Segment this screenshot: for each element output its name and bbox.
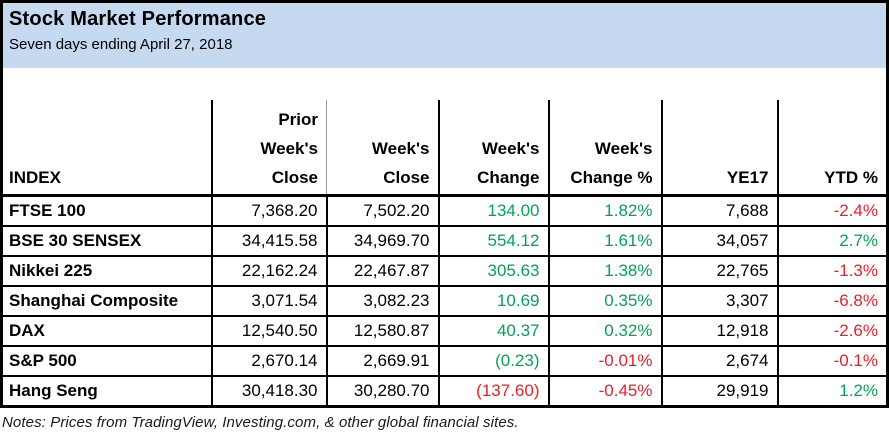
column-header-row: INDEX Prior Week's Close Week's Close Week's Ch… [1, 100, 888, 197]
table-cell-weeks-change-pct: 0.32% [547, 315, 663, 347]
table-cell-prior-weeks-close: 2,670.14 [210, 345, 328, 377]
page-title: Stock Market Performance [9, 8, 267, 30]
table-cell-weeks-change: (0.23) [437, 345, 550, 377]
column-header-label: Close [271, 168, 318, 187]
table-cell-weeks-close: 3,082.23 [326, 285, 440, 317]
column-header-label: INDEX [9, 168, 61, 187]
column-header-label: YTD % [824, 168, 879, 187]
column-header-weeks-change-pct: Week's Change % [547, 100, 662, 197]
table-cell-prior-weeks-close: 34,415.58 [210, 225, 328, 257]
table-cell-weeks-close: 12,580.87 [326, 315, 440, 347]
index-name-cell: Shanghai Composite [0, 285, 213, 317]
table-cell-weeks-change: 40.37 [437, 315, 550, 347]
table-cell-ye17: 34,057 [660, 225, 779, 257]
table-cell-weeks-change: 554.12 [437, 225, 550, 257]
index-name-cell: FTSE 100 [0, 194, 213, 227]
table-cell-prior-weeks-close: 22,162.24 [210, 255, 328, 287]
spacer-cell [2, 68, 888, 100]
table-cell-weeks-change-pct: 0.35% [547, 285, 663, 317]
table-cell-prior-weeks-close: 30,418.30 [210, 375, 328, 408]
table-cell-prior-weeks-close: 12,540.50 [210, 315, 328, 347]
table-cell-ye17: 7,688 [660, 194, 779, 227]
column-header-label: YE17 [726, 168, 769, 187]
table-cell-ytd-pct: 2.7% [776, 225, 889, 257]
table-cell-weeks-change-pct: 1.61% [547, 225, 663, 257]
table-row: Hang Seng 30,418.30 30,280.70 (137.60) -0.45… [0, 375, 889, 408]
index-name-cell: BSE 30 SENSEX [0, 225, 213, 257]
index-name-cell: Hang Seng [0, 375, 213, 408]
column-header-label: Change % [570, 168, 653, 187]
column-header-label: Close [383, 168, 430, 187]
column-header-ytd-pct: YTD % [776, 100, 888, 197]
column-header-ye17: YE17 [660, 100, 778, 197]
column-header-weeks-change: Week's Change [437, 100, 549, 197]
column-header-index: INDEX [1, 100, 212, 197]
table-cell-ytd-pct: -1.3% [776, 255, 889, 287]
table-cell-weeks-change-pct: -0.45% [547, 375, 663, 408]
table-cell-weeks-close: 7,502.20 [326, 194, 440, 227]
spacer-row [2, 68, 888, 100]
table-cell-weeks-change: 305.63 [437, 255, 550, 287]
footnote: Notes: Prices from TradingView, Investin… [2, 414, 519, 431]
table-cell-weeks-change: (137.60) [437, 375, 550, 408]
table-cell-ye17: 29,919 [660, 375, 779, 408]
table-cell-weeks-change-pct: 1.38% [547, 255, 663, 287]
table-cell-ye17: 22,765 [660, 255, 779, 287]
index-name-cell: DAX [0, 315, 213, 347]
stock-performance-table: Stock Market Performance Seven days endi… [0, 0, 889, 408]
table-cell-ye17: 3,307 [660, 285, 779, 317]
column-header-label: Week's [594, 139, 653, 158]
title-block: Stock Market Performance Seven days endi… [1, 1, 888, 68]
column-header-label: Prior [278, 110, 318, 129]
page-subtitle: Seven days ending April 27, 2018 [9, 36, 233, 53]
table-row: S&P 500 2,670.14 2,669.91 (0.23) -0.01% 2,674… [0, 345, 889, 377]
column-header-label: Week's [260, 139, 318, 158]
index-name-cell: S&P 500 [0, 345, 213, 377]
table-row: Nikkei 225 22,162.24 22,467.87 305.63 1.38% 2… [0, 255, 889, 287]
column-header-label: Week's [481, 139, 540, 158]
table-row: DAX 12,540.50 12,580.87 40.37 0.32% 12,918 -2.… [0, 315, 889, 347]
table-cell-prior-weeks-close: 3,071.54 [210, 285, 328, 317]
table-cell-ye17: 2,674 [660, 345, 779, 377]
table-cell-ytd-pct: -2.6% [776, 315, 889, 347]
table-cell-ye17: 12,918 [660, 315, 779, 347]
column-header-weeks-close: Week's Close [326, 100, 439, 197]
table-cell-weeks-close: 2,669.91 [326, 345, 440, 377]
column-header-label: Change [477, 168, 540, 187]
table-cell-weeks-close: 22,467.87 [326, 255, 440, 287]
table-cell-ytd-pct: -2.4% [776, 194, 889, 227]
table-row: Shanghai Composite 3,071.54 3,082.23 10.69 0… [0, 285, 889, 317]
table-cell-weeks-change: 10.69 [437, 285, 550, 317]
title-row: Stock Market Performance Seven days endi… [1, 1, 888, 68]
column-header-label: Week's [371, 139, 430, 158]
table-cell-prior-weeks-close: 7,368.20 [210, 194, 328, 227]
table-cell-weeks-change-pct: -0.01% [547, 345, 663, 377]
table-cell-weeks-close: 34,969.70 [326, 225, 440, 257]
table-row: BSE 30 SENSEX 34,415.58 34,969.70 554.12 1.6… [0, 225, 889, 257]
table-body: FTSE 100 7,368.20 7,502.20 134.00 1.82% 7,688… [0, 194, 889, 408]
table-row: FTSE 100 7,368.20 7,502.20 134.00 1.82% 7,688… [0, 194, 889, 227]
table-cell-ytd-pct: -6.8% [776, 285, 889, 317]
table-cell-weeks-change: 134.00 [437, 194, 550, 227]
table-cell-ytd-pct: 1.2% [776, 375, 889, 408]
index-name-cell: Nikkei 225 [0, 255, 213, 287]
table-cell-weeks-change-pct: 1.82% [547, 194, 663, 227]
column-header-prior-weeks-close: Prior Week's Close [210, 100, 327, 197]
table-cell-weeks-close: 30,280.70 [326, 375, 440, 408]
table-cell-ytd-pct: -0.1% [776, 345, 889, 377]
